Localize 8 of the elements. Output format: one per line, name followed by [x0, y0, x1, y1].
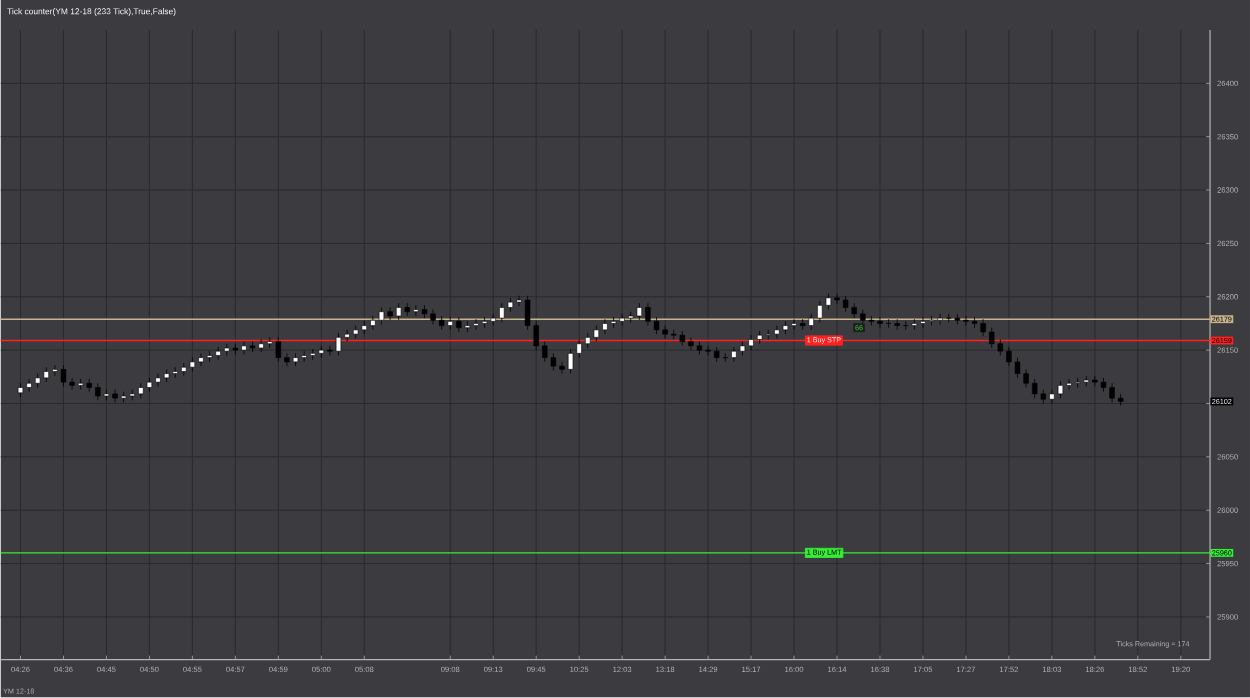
- candlestick: [60, 364, 67, 388]
- candlestick: [928, 315, 935, 327]
- candlestick: [1014, 357, 1021, 379]
- candlestick: [567, 348, 574, 375]
- candlestick: [868, 315, 875, 327]
- candlestick: [335, 332, 342, 357]
- candlestick: [1031, 378, 1038, 399]
- candlestick: [275, 337, 282, 363]
